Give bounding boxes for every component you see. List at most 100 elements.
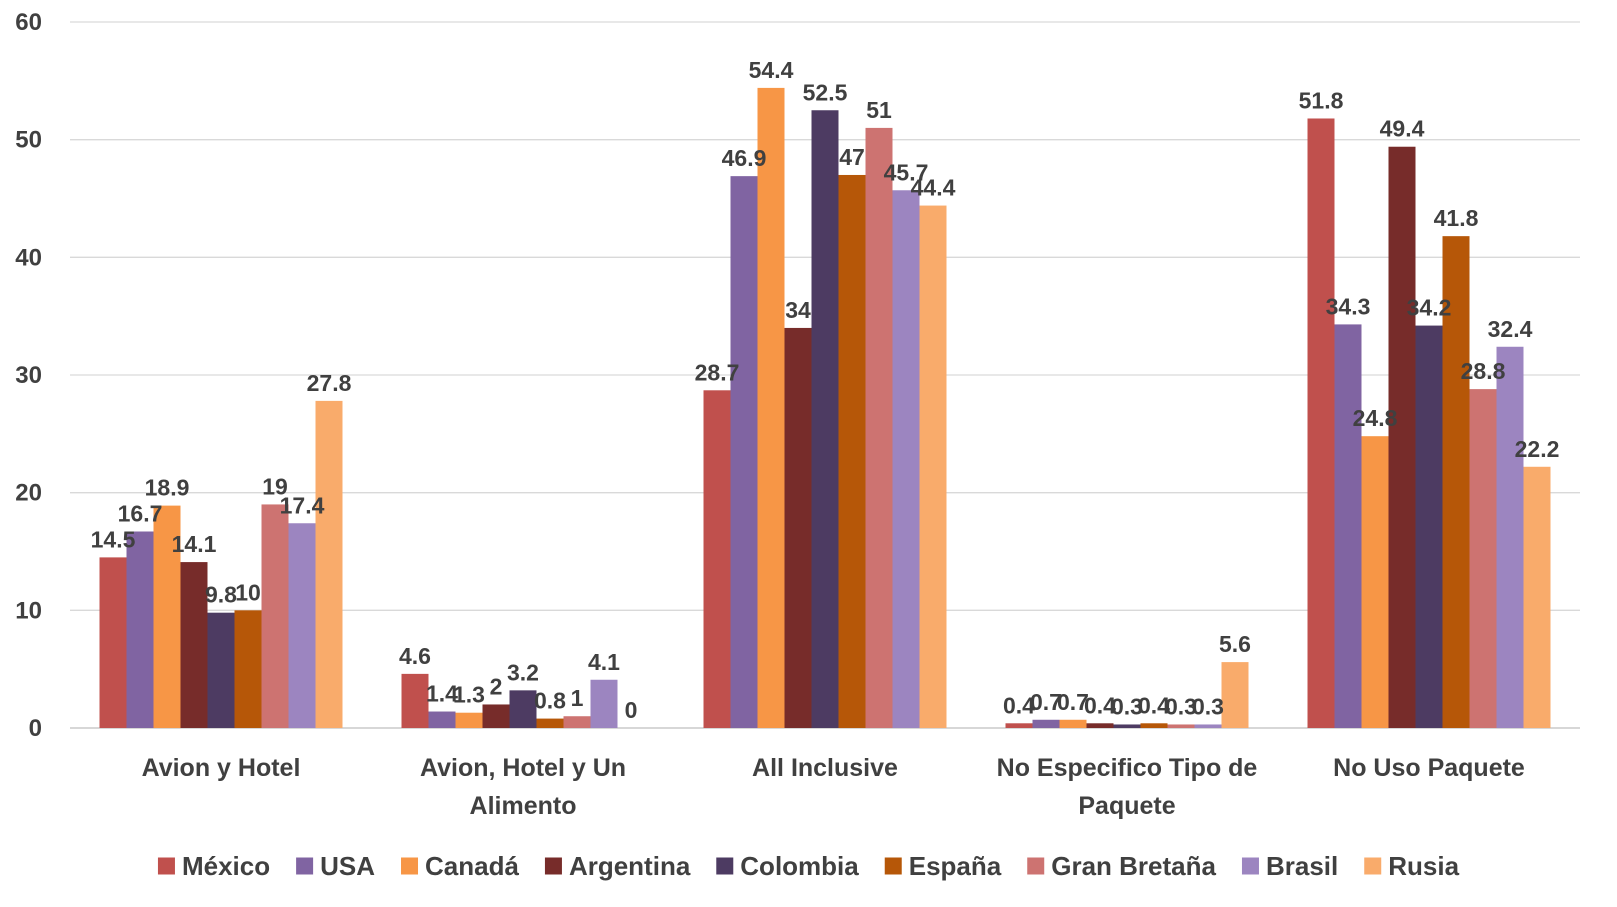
bar <box>429 712 456 728</box>
legend-swatch <box>545 858 562 875</box>
data-label: 52.5 <box>803 79 848 105</box>
bar <box>591 680 618 728</box>
data-label: 34 <box>785 297 811 323</box>
legend-label: Argentina <box>569 851 691 881</box>
bar <box>1470 389 1497 728</box>
category-label: All Inclusive <box>752 754 898 782</box>
bar <box>564 716 591 728</box>
data-label: 34.2 <box>1407 295 1452 321</box>
data-label: 10 <box>235 579 261 605</box>
data-label: 4.1 <box>588 649 620 675</box>
legend-item: Gran Bretaña <box>1027 851 1216 881</box>
data-label: 34.3 <box>1326 293 1371 319</box>
data-label: 14.1 <box>172 531 217 557</box>
data-label: 41.8 <box>1434 205 1479 231</box>
bar <box>893 190 920 728</box>
bar <box>1497 347 1524 728</box>
legend-swatch <box>1027 858 1044 875</box>
data-label: 44.4 <box>911 175 956 201</box>
y-tick-label: 10 <box>15 597 42 624</box>
bar <box>181 562 208 728</box>
legend-swatch <box>296 858 313 875</box>
data-label: 0 <box>625 697 638 723</box>
bar <box>208 613 235 728</box>
y-tick-label: 20 <box>15 480 42 507</box>
data-label: 51 <box>866 97 892 123</box>
y-tick-label: 50 <box>15 127 42 154</box>
legend-label: España <box>909 851 1002 881</box>
legend-label: Gran Bretaña <box>1051 851 1216 881</box>
legend-label: Colombia <box>740 851 859 881</box>
category-label: Avion, Hotel y Un <box>420 754 626 782</box>
legend-swatch <box>158 858 175 875</box>
y-tick-label: 30 <box>15 362 42 389</box>
bar <box>704 390 731 728</box>
bar <box>1308 118 1335 728</box>
bar <box>1335 324 1362 728</box>
bar <box>127 531 154 728</box>
y-tick-label: 40 <box>15 244 42 271</box>
bar <box>1362 436 1389 728</box>
data-label: 0.8 <box>534 688 566 714</box>
bar <box>1524 467 1551 728</box>
data-label: 27.8 <box>307 370 352 396</box>
legend-item: USA <box>296 851 375 881</box>
data-label: 2 <box>490 673 503 699</box>
bar <box>456 713 483 728</box>
bar <box>920 206 947 728</box>
y-tick-label: 60 <box>15 9 42 36</box>
bar <box>1195 724 1222 728</box>
bar <box>510 690 537 728</box>
data-label: 1 <box>571 685 584 711</box>
data-label: 17.4 <box>280 492 325 518</box>
bar <box>1087 723 1114 728</box>
y-tick-label: 0 <box>29 715 42 742</box>
legend-item: México <box>158 851 270 881</box>
data-label: 51.8 <box>1299 87 1344 113</box>
legend-item: Argentina <box>545 851 691 881</box>
bar <box>100 557 127 728</box>
legend-swatch <box>1364 858 1381 875</box>
data-label: 28.7 <box>695 359 740 385</box>
category-label: No Uso Paquete <box>1333 754 1525 782</box>
legend-item: Colombia <box>716 851 859 881</box>
bar <box>1141 723 1168 728</box>
bar <box>866 128 893 728</box>
legend-label: México <box>182 851 270 881</box>
bar <box>1033 720 1060 728</box>
bar <box>235 610 262 728</box>
data-label: 4.6 <box>399 643 431 669</box>
legend-swatch <box>1242 858 1259 875</box>
bar <box>402 674 429 728</box>
data-label: 24.8 <box>1353 405 1398 431</box>
legend-swatch <box>401 858 418 875</box>
legend-item: España <box>885 851 1002 881</box>
bar <box>1389 147 1416 728</box>
legend-label: Canadá <box>425 851 519 881</box>
data-label: 46.9 <box>722 145 767 171</box>
data-label: 0.3 <box>1192 693 1224 719</box>
legend-item: Brasil <box>1242 851 1338 881</box>
data-label: 18.9 <box>145 475 190 501</box>
category-label: Alimento <box>470 792 577 820</box>
bar <box>839 175 866 728</box>
bar <box>537 719 564 728</box>
bar <box>758 88 785 728</box>
data-label: 32.4 <box>1488 316 1533 342</box>
bar <box>316 401 343 728</box>
bar <box>1006 723 1033 728</box>
bar <box>1060 720 1087 728</box>
category-label: Paquete <box>1078 792 1175 820</box>
bar <box>1168 724 1195 728</box>
legend-swatch <box>885 858 902 875</box>
legend-item: Canadá <box>401 851 519 881</box>
data-label: 47 <box>839 144 865 170</box>
bar <box>1222 662 1249 728</box>
data-label: 16.7 <box>118 500 163 526</box>
data-label: 3.2 <box>507 659 539 685</box>
category-label: Avion y Hotel <box>142 754 301 782</box>
data-label: 49.4 <box>1380 116 1425 142</box>
bar <box>262 504 289 728</box>
